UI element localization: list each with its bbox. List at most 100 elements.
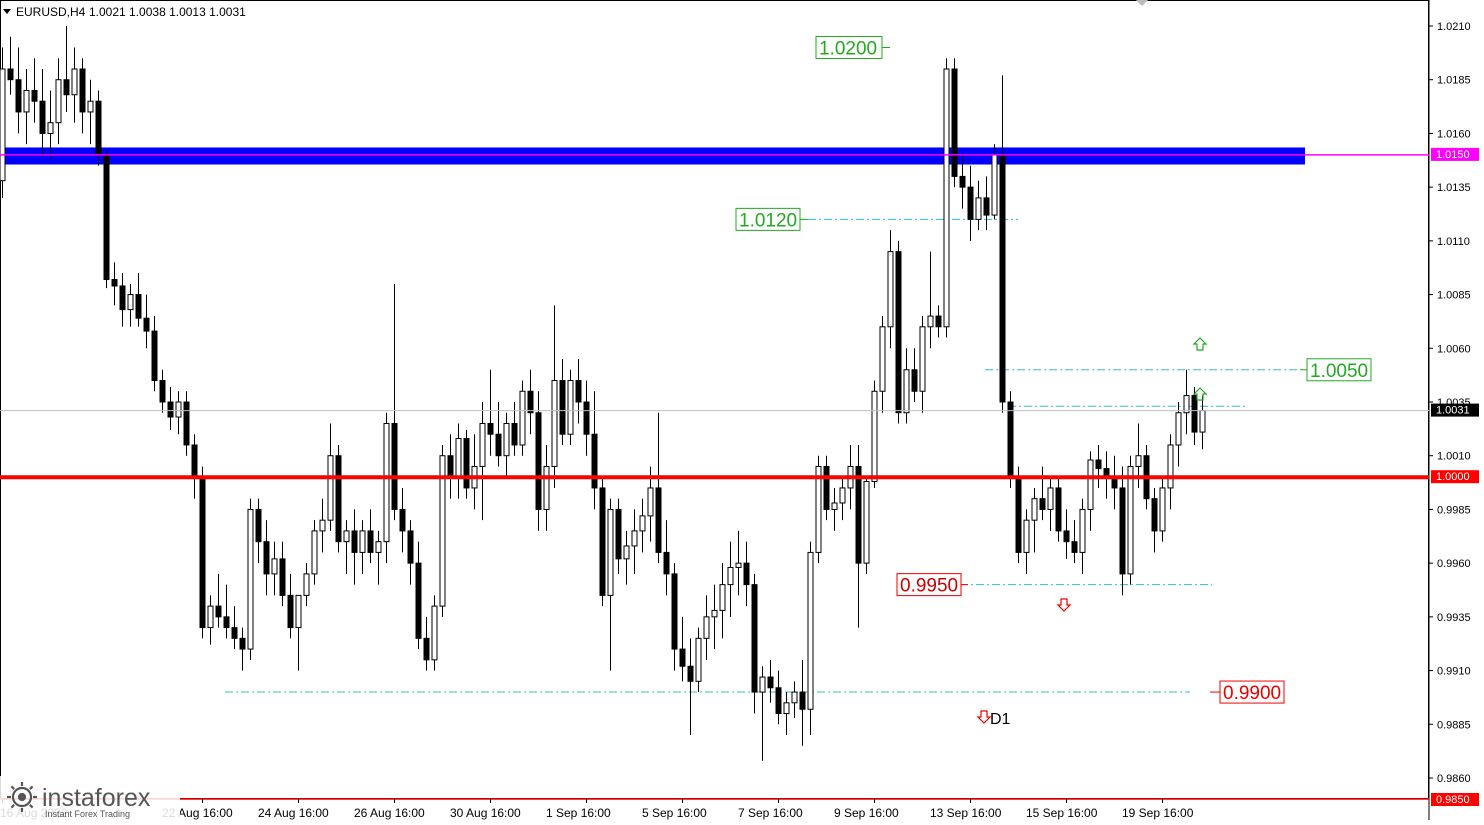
watermark-brand: instaforex [42,784,151,812]
candle-body [1159,487,1166,532]
scroll-marker-icon[interactable] [1136,0,1148,6]
y-tick-label: 1.0085 [1437,290,1471,302]
candle-body [959,175,966,188]
candle-body [175,401,182,418]
target-box [735,207,801,231]
candle-body [1039,498,1046,510]
candle-body [167,401,174,418]
candle-body [999,154,1006,403]
candle-body [343,530,350,543]
candle-body [783,702,790,715]
candle-body [375,541,382,553]
candle-body [183,401,190,446]
candle-body [855,465,862,564]
candle-body [1183,395,1190,414]
candle-body [815,465,822,553]
candle-body [479,422,486,467]
candle-body [1191,395,1198,433]
candle-body [87,100,94,113]
candle-body [1031,498,1038,521]
candle-body [943,68,950,328]
target-box [896,573,962,597]
candle-body [727,566,734,586]
candle-body [1151,498,1158,532]
candle-body [751,584,758,693]
candle-body [111,279,118,287]
plot-frame [0,0,1429,799]
y-tick-label: 0.9935 [1437,612,1471,624]
candle-body [247,508,254,650]
candle-body [23,89,30,113]
candle-body [967,186,974,220]
dropdown-triangle-icon[interactable] [3,9,11,14]
candle-body [7,68,14,81]
candle-body [463,438,470,489]
candle-body [55,79,62,124]
candle-body [367,530,374,553]
candle-body [1047,487,1054,510]
candle-body [975,197,982,220]
y-tick-label: 0.9860 [1437,773,1471,785]
candle-body [0,68,6,182]
candle-body [271,558,278,575]
candle-body [191,444,198,478]
candle-body [135,294,142,319]
chart-header: EURUSD,H4 1.0021 1.0038 1.0013 1.0031 [3,5,246,19]
candle-body [359,530,366,553]
d1-annotation: D1 [976,710,1011,728]
candle-body [607,508,614,596]
candle-body [591,433,598,489]
candle-body [279,558,286,596]
resistance-zone-band [4,147,1305,165]
candle-body [207,605,214,629]
x-axis-label: 7 Sep 16:00 [738,806,803,820]
candle-body [511,422,518,446]
price-axis-tag [1431,147,1479,161]
candle-body [1071,541,1078,553]
candle-body [1087,459,1094,510]
candle-body [399,508,406,532]
candle-body [1199,410,1206,433]
candle-body [263,541,270,575]
x-axis-label: 13 Sep 16:00 [930,806,1002,820]
candle-body [703,616,710,639]
x-axis-label: 26 Aug 16:00 [354,806,425,820]
y-tick-label: 0.9960 [1437,558,1471,570]
y-tick-label: 1.0185 [1437,75,1471,87]
candle-body [583,401,590,435]
candle-body [535,412,542,510]
candle-body [199,476,206,629]
candle-body [831,502,838,510]
candle-body [759,676,766,693]
candle-body [647,487,654,517]
candle-body [631,530,638,547]
candle-body [951,68,958,177]
candle-body [383,422,390,543]
price-axis-tag-text: 1.0000 [1436,471,1470,483]
candle-body [767,676,774,689]
candle-body [823,465,830,510]
candle-body [391,422,398,510]
candle-body [223,616,230,629]
header-ohlc: 1.0021 1.0038 1.0013 1.0031 [89,5,246,19]
target-label: 1.0050 [1310,361,1368,382]
candle-body [735,562,742,568]
header-symbol: EURUSD,H4 [16,5,86,19]
candle-body [551,380,558,467]
candle-body [335,455,342,543]
horizontal-levels [0,154,1429,800]
candle-body [623,545,630,560]
outline-down-arrow-icon [1056,598,1072,612]
candle-body [935,315,942,328]
y-tick-label: 0.9910 [1437,666,1471,678]
resistance-zone [4,147,1305,165]
target-label: 0.9950 [900,576,958,597]
candle-body [143,317,150,332]
candle-body [215,605,222,618]
candle-body [1135,455,1142,467]
y-tick-label: 0.9885 [1437,719,1471,731]
candle-body [679,648,686,667]
x-axis-label: 19 Sep 16:00 [1122,806,1194,820]
